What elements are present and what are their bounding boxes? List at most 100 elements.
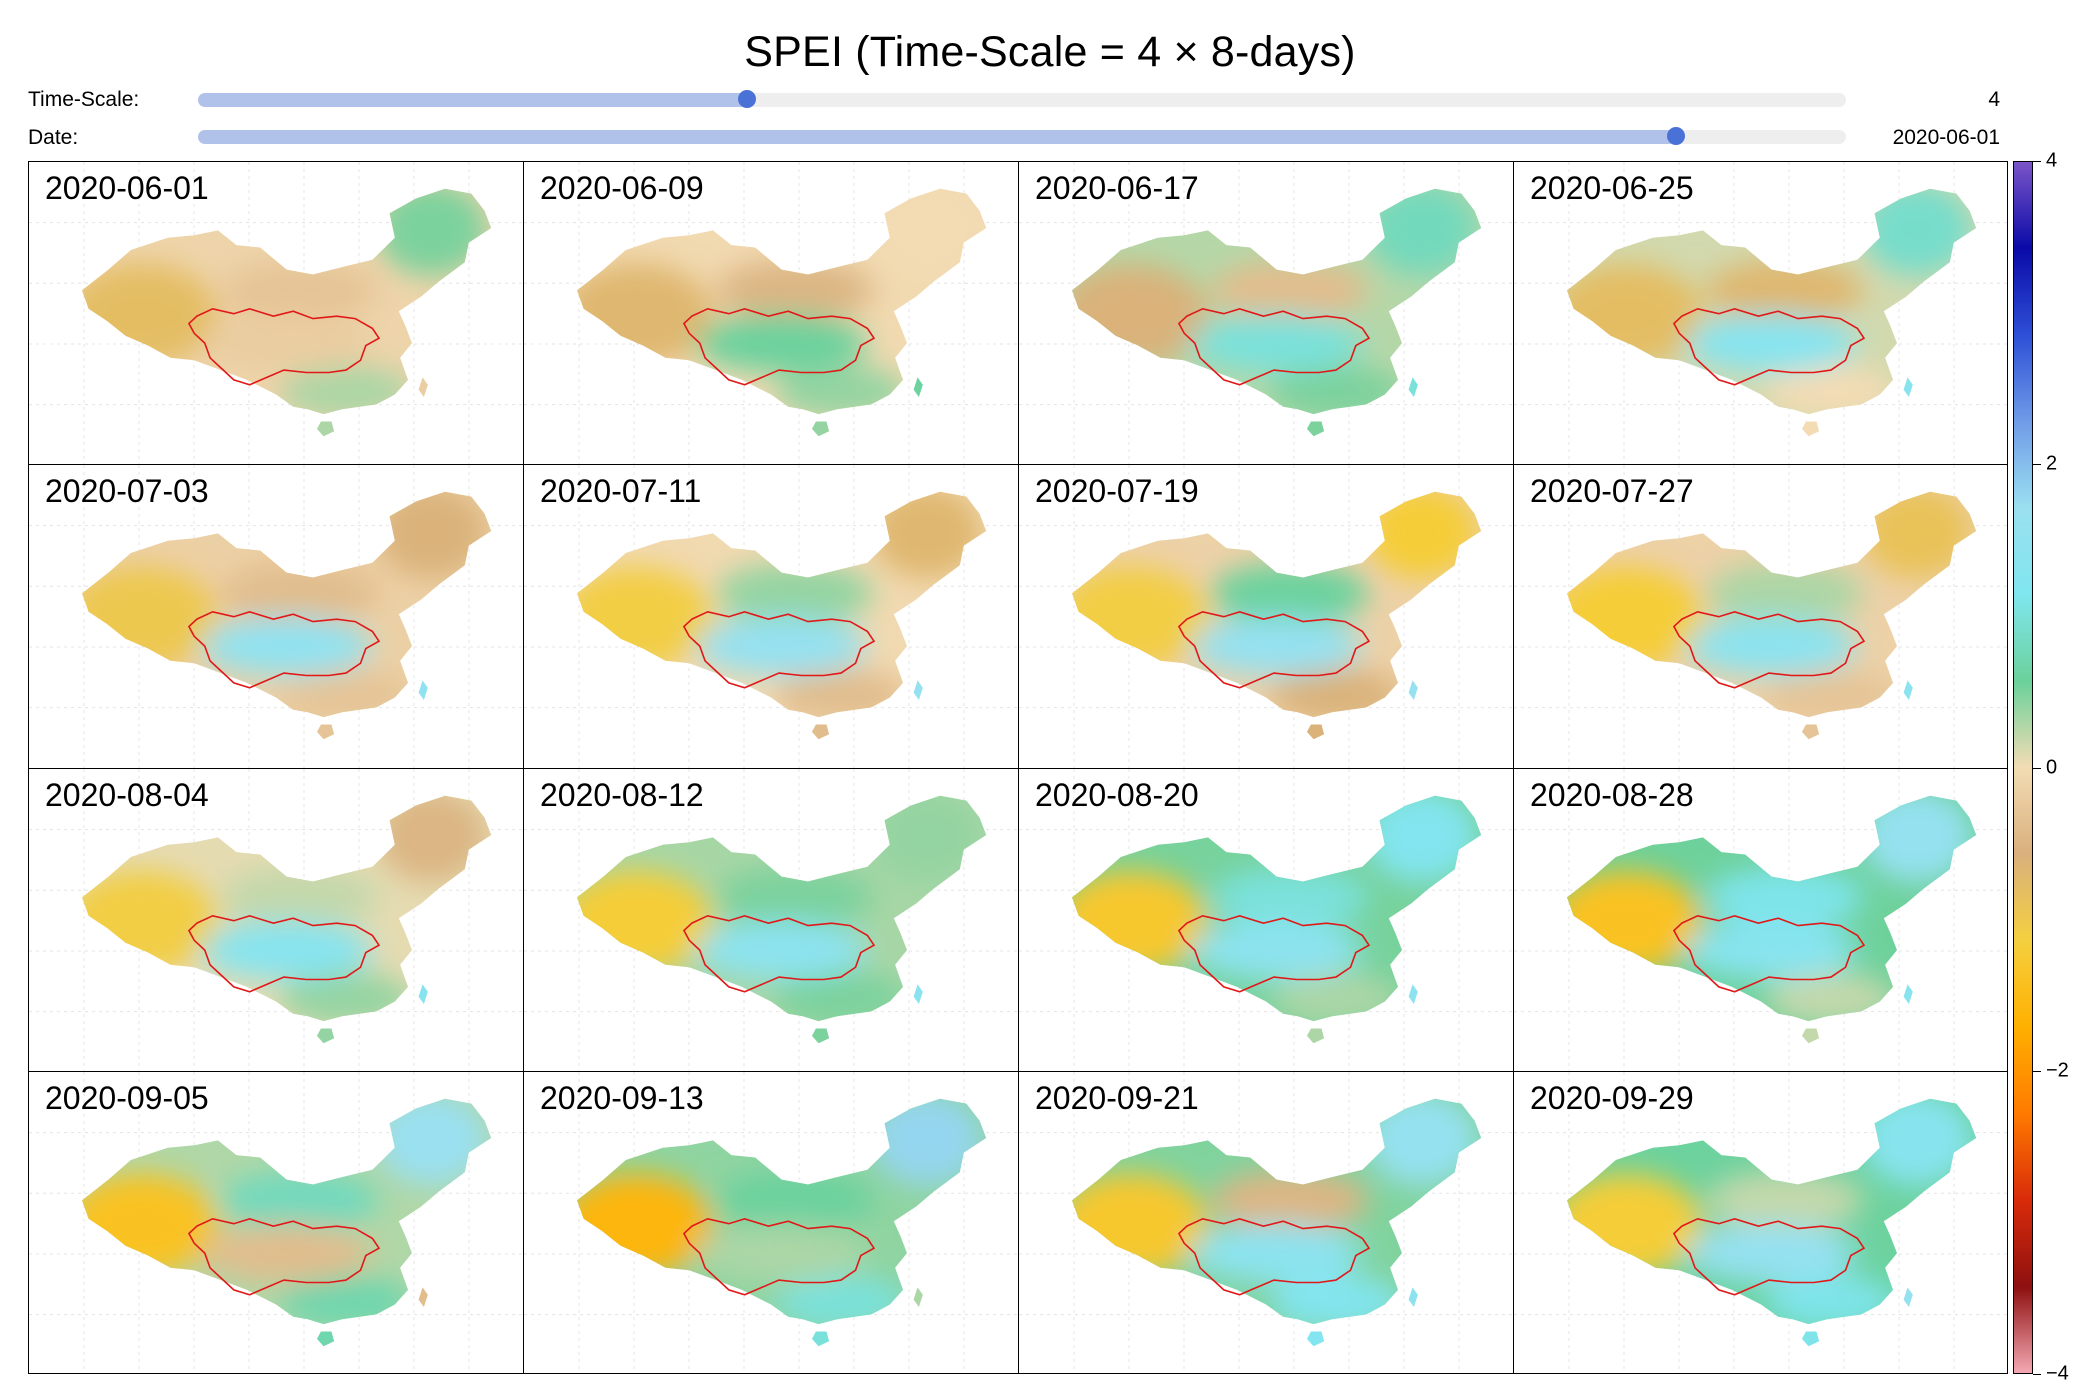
spei-region-south xyxy=(280,668,412,718)
map-panel: 2020-06-01 xyxy=(28,161,525,466)
spei-region-south xyxy=(1270,1274,1402,1324)
spei-field xyxy=(82,795,492,1021)
spei-field xyxy=(1567,795,1977,1021)
spei-region-yangtze xyxy=(695,1223,868,1283)
colorbar-tick-label: 2 xyxy=(2046,452,2058,475)
spei-region-yangtze xyxy=(1190,1223,1363,1283)
spei-region-south xyxy=(1270,971,1402,1021)
colorbar-tick xyxy=(2033,1070,2041,1072)
spei-region-northeast xyxy=(1861,1098,1973,1186)
spei-region-yangtze xyxy=(1685,920,1858,980)
panel-date-label: 2020-07-03 xyxy=(45,473,209,510)
yangtze-basin-boundary xyxy=(1179,612,1369,688)
panel-date-label: 2020-09-29 xyxy=(1530,1079,1694,1116)
spei-region-yangtze xyxy=(200,313,373,373)
colorbar-tick-label: −4 xyxy=(2046,1362,2069,1385)
timescale-slider-fill xyxy=(198,93,747,107)
spei-region-south xyxy=(775,1274,907,1324)
spei-region-yangtze xyxy=(1685,313,1858,373)
colorbar xyxy=(2013,161,2033,1374)
map-svg xyxy=(29,465,524,769)
taiwan-island xyxy=(913,680,923,701)
spei-region-northeast xyxy=(1861,795,1973,883)
hainan-island xyxy=(1801,1028,1820,1043)
spei-region-north xyxy=(220,866,379,928)
spei-region-west xyxy=(82,869,218,973)
panel-date-label: 2020-09-21 xyxy=(1035,1079,1199,1116)
taiwan-island xyxy=(1903,680,1913,701)
spei-field xyxy=(82,188,492,415)
spei-region-south xyxy=(280,365,412,415)
panel-date-label: 2020-06-09 xyxy=(540,170,704,206)
spei-region-yangtze xyxy=(1190,616,1363,676)
hainan-island xyxy=(811,724,830,740)
panel-date-label: 2020-06-25 xyxy=(1530,170,1694,206)
panel-date-label: 2020-06-01 xyxy=(45,170,209,206)
spei-region-west xyxy=(1567,566,1703,670)
taiwan-island xyxy=(1903,377,1913,398)
spei-field xyxy=(1072,492,1482,718)
yangtze-basin-boundary xyxy=(1179,1219,1369,1295)
spei-region-north xyxy=(1705,1169,1864,1231)
spei-region-south xyxy=(280,1274,412,1324)
map-svg xyxy=(524,1071,1019,1373)
map-panel: 2020-08-20 xyxy=(1018,767,1515,1073)
taiwan-island xyxy=(913,983,923,1004)
spei-region-yangtze xyxy=(1190,313,1363,373)
map-svg xyxy=(1514,768,2007,1072)
spei-field xyxy=(577,795,987,1021)
date-value: 2020-06-01 xyxy=(1892,126,2000,149)
colorbar-tick-label: 4 xyxy=(2046,149,2058,172)
colorbar-tick xyxy=(2033,464,2041,466)
panel-date-label: 2020-08-20 xyxy=(1035,776,1199,813)
timescale-slider[interactable] xyxy=(198,90,1846,108)
map-panel: 2020-07-19 xyxy=(1018,464,1515,769)
spei-region-northeast xyxy=(1861,188,1973,276)
spei-field xyxy=(1567,188,1977,415)
spei-field xyxy=(82,1098,492,1324)
map-panel: 2020-06-09 xyxy=(523,161,1020,466)
map-svg xyxy=(1019,1071,1514,1373)
spei-region-south xyxy=(1270,668,1402,718)
yangtze-basin-boundary xyxy=(1179,309,1369,385)
spei-region-north xyxy=(715,1169,874,1231)
spei-region-west xyxy=(82,1173,218,1277)
hainan-island xyxy=(1801,421,1820,437)
map-svg xyxy=(524,162,1019,465)
map-svg xyxy=(1019,162,1514,465)
spei-region-south xyxy=(775,668,907,718)
map-svg xyxy=(1019,465,1514,769)
spei-region-northeast xyxy=(871,492,983,579)
spei-field xyxy=(577,188,987,415)
spei-region-yangtze xyxy=(695,616,868,676)
yangtze-basin-boundary xyxy=(684,309,874,385)
spei-region-northeast xyxy=(1861,492,1973,579)
hainan-island xyxy=(811,1331,830,1346)
hainan-island xyxy=(1306,724,1325,740)
spei-field xyxy=(1072,795,1482,1021)
spei-region-west xyxy=(1567,1173,1703,1277)
spei-region-north xyxy=(1210,259,1369,322)
hainan-island xyxy=(316,421,335,437)
taiwan-island xyxy=(913,377,923,398)
timescale-slider-handle[interactable] xyxy=(737,90,756,108)
map-panel: 2020-09-13 xyxy=(523,1070,1020,1374)
spei-region-south xyxy=(1765,365,1897,415)
date-slider-label: Date: xyxy=(28,126,79,149)
panel-date-label: 2020-09-13 xyxy=(540,1079,704,1116)
spei-region-south xyxy=(1765,668,1897,718)
colorbar-tick xyxy=(2033,1374,2041,1375)
spei-region-northeast xyxy=(1366,795,1478,883)
spei-region-south xyxy=(1270,365,1402,415)
map-panel: 2020-09-29 xyxy=(1513,1070,2008,1374)
map-svg xyxy=(29,1071,524,1373)
yangtze-basin-boundary xyxy=(189,309,379,385)
date-slider[interactable] xyxy=(198,127,1846,145)
date-slider-handle[interactable] xyxy=(1667,127,1686,145)
spei-field xyxy=(1072,1098,1482,1324)
spei-region-northeast xyxy=(376,795,488,883)
yangtze-basin-boundary xyxy=(1674,309,1864,385)
yangtze-basin-boundary xyxy=(684,915,874,991)
spei-region-yangtze xyxy=(200,616,373,676)
spei-region-north xyxy=(220,1169,379,1231)
